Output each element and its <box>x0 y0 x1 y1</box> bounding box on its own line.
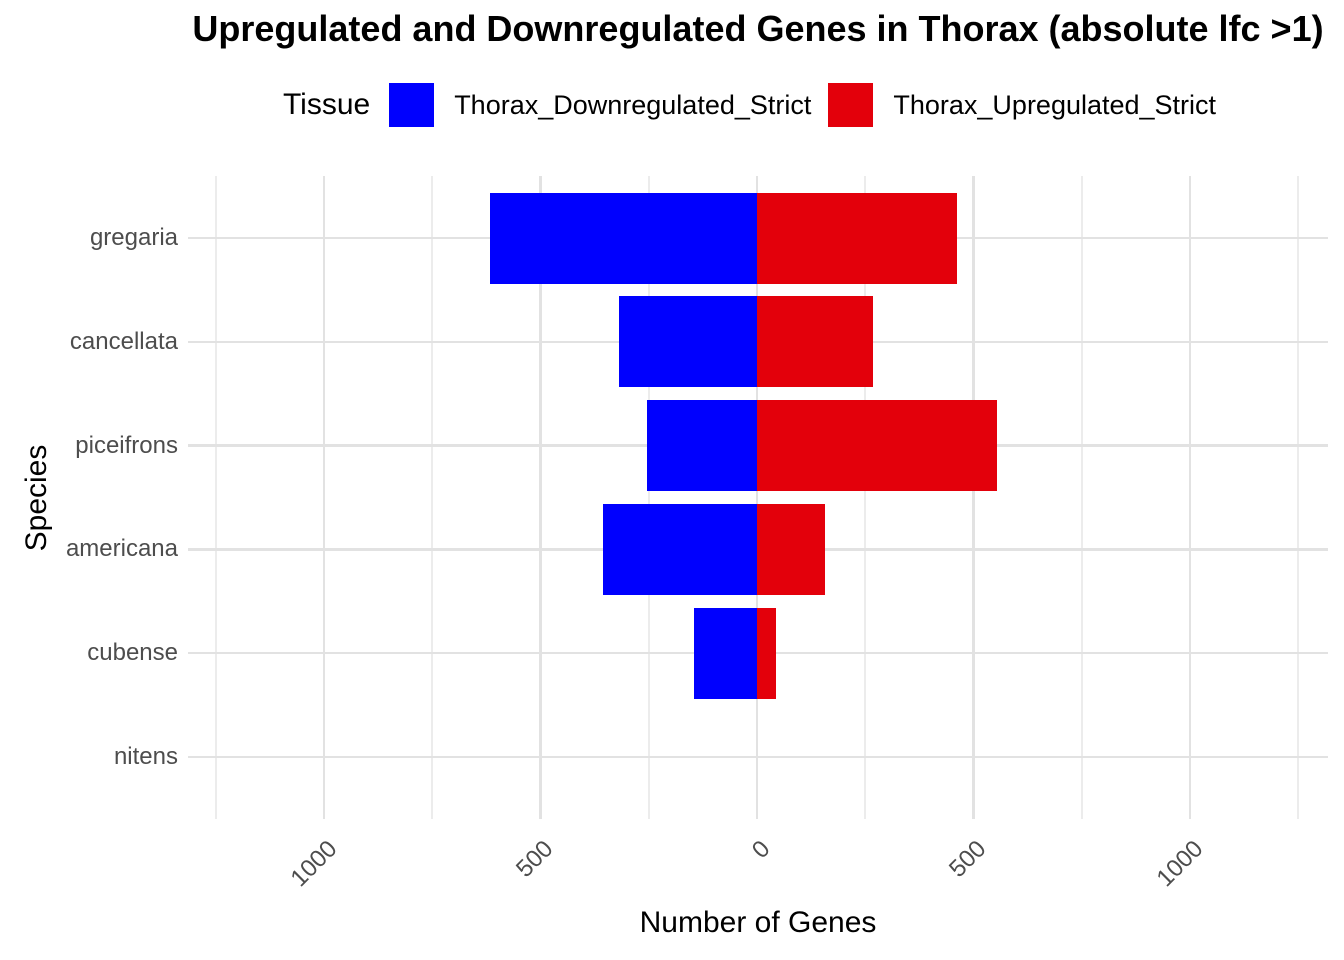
gridline-minor-x <box>1297 176 1300 819</box>
bar-downregulated-cubense <box>693 607 757 699</box>
legend-items: Thorax_Downregulated_Strict Thorax_Upregu… <box>389 83 1233 127</box>
y-axis-title: Species <box>20 444 53 552</box>
bar-downregulated-cancellata <box>619 296 757 388</box>
y-tick-label-cubense: cubense <box>87 639 178 667</box>
bar-upregulated-piceifrons <box>756 400 998 492</box>
legend-item-label: Thorax_Downregulated_Strict <box>454 89 812 120</box>
gridline-major-x <box>755 176 759 819</box>
x-axis-title: Number of Genes <box>639 906 877 939</box>
bar-upregulated-americana <box>756 503 825 595</box>
gridline-major-x <box>539 176 542 819</box>
gridline-major-x <box>972 176 975 819</box>
legend-key-swatch <box>389 83 435 127</box>
legend: Tissue Thorax_Downregulated_Strict Thorax… <box>172 75 1344 135</box>
legend-item-1: Thorax_Upregulated_Strict <box>828 83 1216 127</box>
y-tick-label-americana: americana <box>65 535 178 563</box>
legend-item-label: Thorax_Upregulated_Strict <box>893 89 1217 120</box>
gridline-minor-x <box>864 176 867 819</box>
bar-upregulated-cubense <box>756 607 776 699</box>
legend-item-0: Thorax_Downregulated_Strict <box>389 83 811 127</box>
bar-downregulated-gregaria <box>489 192 757 284</box>
bar-upregulated-gregaria <box>756 192 958 284</box>
chart-title: Upregulated and Downregulated Genes in T… <box>192 8 1324 49</box>
gridline-minor-x <box>647 176 650 819</box>
bar-downregulated-piceifrons <box>646 400 757 492</box>
gridline-major-y <box>188 755 1328 759</box>
gridline-minor-x <box>1080 176 1083 819</box>
legend-title: Tissue <box>282 88 371 121</box>
gridline-major-x <box>1188 176 1192 819</box>
gridline-minor-x <box>431 176 434 819</box>
legend-key-swatch <box>828 83 874 127</box>
bar-upregulated-cancellata <box>756 296 874 388</box>
bar-downregulated-americana <box>602 503 757 595</box>
gridline-minor-x <box>214 176 217 819</box>
y-tick-label-cancellata: cancellata <box>69 327 178 355</box>
y-tick-label-nitens: nitens <box>113 742 178 770</box>
gridline-major-x <box>322 176 326 819</box>
y-tick-label-piceifrons: piceifrons <box>75 431 178 459</box>
y-tick-label-gregaria: gregaria <box>89 224 178 252</box>
